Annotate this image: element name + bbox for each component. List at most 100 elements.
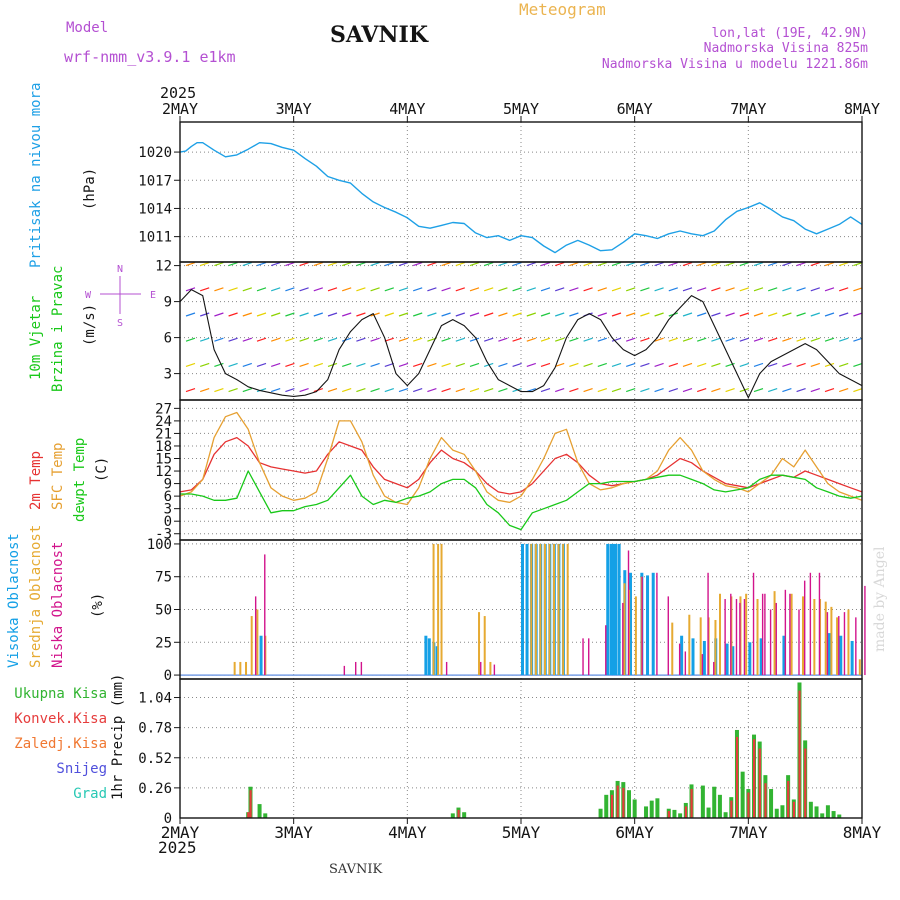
wind-arrow [526, 362, 536, 367]
high-cloud-bar [702, 640, 706, 676]
temp-tick-label: 18 [155, 439, 172, 455]
wind-arrow [824, 337, 835, 342]
wind-arrow [413, 337, 423, 342]
wind-arrow [725, 262, 735, 267]
wind-arrow [185, 337, 196, 342]
wind-arrow [739, 362, 749, 367]
total-rain-bar [672, 809, 677, 818]
mid-cloud-bar [557, 543, 560, 676]
wind-arrow [498, 262, 508, 267]
low-cloud-bar [360, 661, 363, 676]
wind-arrow [853, 287, 863, 292]
mid-cloud-bar [671, 622, 674, 676]
wind-arrow [682, 388, 693, 393]
wind-arrow [796, 362, 806, 367]
wind-arrow [469, 337, 480, 342]
wind-arrow [342, 312, 352, 317]
pressure-tick-label: 1011 [138, 230, 172, 246]
wind-speed-line [179, 289, 863, 399]
total-rain-bar [808, 801, 813, 818]
wind-arrow [682, 337, 693, 342]
wind-arrow [455, 262, 465, 267]
wind-arrow [185, 312, 196, 317]
wind-arrow [768, 337, 778, 342]
convective-rain-bar [730, 800, 733, 818]
wind-arrow [441, 262, 451, 267]
mid-cloud-bar [440, 543, 443, 676]
wind-arrow [441, 287, 451, 292]
mid-cloud-bar [543, 543, 546, 676]
x-tick-label-top: 3MAY [276, 100, 312, 118]
total-rain-bar [712, 786, 717, 818]
precip-tick-label: 1.04 [138, 691, 172, 707]
convective-rain-bar [616, 785, 619, 818]
wind-arrow [796, 388, 806, 393]
mid-cloud-bar [790, 593, 793, 676]
total-rain-bar [837, 814, 842, 818]
wind-arrow [242, 337, 252, 342]
low-cloud-bar [355, 661, 357, 676]
high-cloud-bar [646, 575, 650, 676]
wind-arrow [455, 312, 465, 317]
cloud-tick-label: 100 [147, 537, 172, 553]
convective-rain-bar [690, 789, 693, 818]
wind-arrow [271, 312, 281, 317]
wind-arrow [242, 312, 252, 317]
convective-rain-bar [622, 787, 625, 818]
wind-arrow [640, 388, 650, 393]
high-cloud-bar [614, 543, 618, 676]
convective-rain-bar [804, 748, 807, 818]
mid-cloud-bar [539, 543, 542, 676]
wind-arrow [398, 362, 409, 367]
x-tick-label-top: 6MAY [617, 100, 653, 118]
mid-cloud-bar [714, 619, 717, 676]
wind-arrow [455, 362, 465, 367]
total-rain-bar [769, 789, 774, 818]
mid-cloud-bar [548, 543, 551, 676]
wind-arrow [768, 312, 778, 317]
legend-convective-rain: Konvek.Kisa [14, 711, 107, 727]
wind-arrow [384, 362, 394, 367]
wind-arrow [824, 287, 835, 292]
wind-arrow [682, 287, 693, 292]
high-cloud-bar [617, 543, 621, 676]
wind-arrow [356, 362, 366, 367]
precip-tick-label: 0.26 [138, 781, 172, 797]
wind-arrow [512, 262, 522, 267]
high-cloud-bar [606, 543, 610, 676]
wind-arrow [214, 312, 224, 317]
mid-cloud-bar [623, 583, 626, 676]
low-cloud-bar [798, 609, 800, 676]
wind-arrow [469, 362, 480, 367]
wind-arrow [285, 262, 295, 267]
low-cloud-bar [864, 585, 866, 676]
low-cloud-bar [724, 599, 726, 676]
low-cloud-bar [743, 599, 746, 676]
convective-rain-bar [249, 790, 252, 818]
low-cloud-bar [809, 572, 812, 676]
wind-arrow [370, 287, 380, 292]
x-tick-label-bottom: 3MAY [274, 823, 313, 842]
wind-arrow [810, 388, 820, 393]
mid-cloud-bar [813, 599, 816, 676]
wind-arrow [327, 312, 338, 317]
mid-cloud-bar [483, 616, 486, 676]
wind-arrow [484, 312, 494, 317]
wind-arrow [256, 312, 267, 317]
mid-cloud-bar [745, 593, 748, 676]
x-tick-label-bottom: 4MAY [388, 823, 427, 842]
high-cloud-bar [827, 633, 831, 676]
mid-cloud-bar [634, 596, 637, 676]
wind-arrow [512, 312, 522, 317]
temp-tick-label: 3 [164, 502, 172, 518]
low-cloud-bar [784, 589, 787, 676]
cloud-tick-label: 50 [155, 603, 172, 619]
convective-rain-bar [457, 809, 460, 818]
wind-arrow [839, 337, 849, 342]
mid-cloud-bar [858, 659, 861, 676]
wind-arrow [540, 312, 551, 317]
wind-arrow [555, 312, 565, 317]
pressure-tick-label: 1017 [138, 173, 172, 189]
wind-arrow [299, 312, 309, 317]
